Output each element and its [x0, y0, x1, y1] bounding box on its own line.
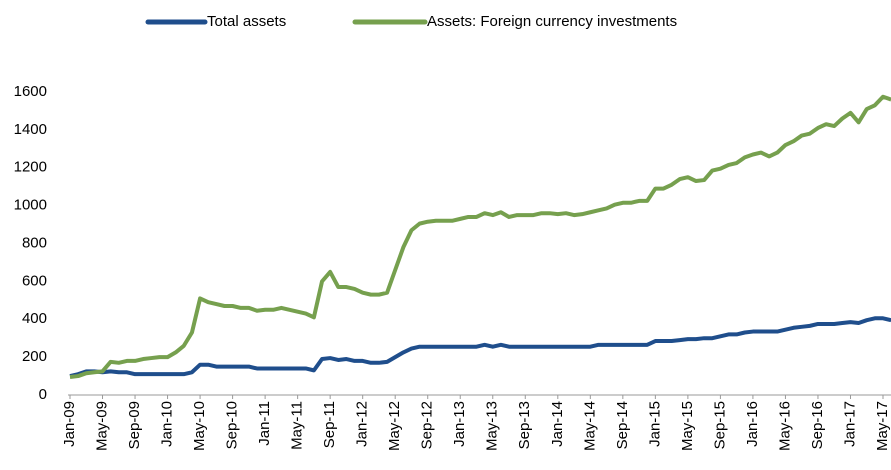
x-tick-label: Jan-10 — [159, 401, 176, 447]
x-tick-label: May-16 — [776, 401, 793, 451]
x-tick-label: Sep-14 — [614, 401, 631, 449]
x-tick-label: Jan-17 — [841, 401, 858, 447]
y-tick-label: 1200 — [14, 159, 47, 176]
x-tick-label: May-11 — [289, 401, 306, 450]
x-tick-label: Sep-10 — [224, 401, 241, 449]
x-tick-label: Sep-11 — [321, 401, 338, 448]
y-tick-label: 1000 — [14, 197, 47, 214]
x-tick-label: May-09 — [93, 401, 110, 451]
x-tick-label: Sep-12 — [419, 401, 436, 449]
x-tick-label: May-14 — [581, 401, 598, 451]
x-tick-label: May-13 — [484, 401, 501, 451]
x-tick-label: May-17 — [874, 401, 891, 451]
y-tick-label: 600 — [22, 272, 47, 289]
series-line — [69, 316, 891, 379]
x-tick-label: Jan-13 — [451, 401, 468, 447]
legend-label: Total assets — [207, 13, 286, 30]
legend-label: Assets: Foreign currency investments — [427, 13, 677, 30]
x-tick-label: Jan-12 — [354, 401, 371, 447]
x-tick-label: Jan-11 — [256, 401, 273, 446]
x-tick-label: Sep-09 — [126, 401, 143, 449]
y-tick-label: 800 — [22, 234, 47, 251]
x-tick-label: Sep-13 — [516, 401, 533, 449]
x-tick-label: Sep-15 — [711, 401, 728, 449]
x-tick-label: Jan-09 — [61, 401, 78, 447]
x-tick-label: May-10 — [191, 401, 208, 451]
x-tick-label: Jan-15 — [646, 401, 663, 447]
y-tick-label: 1600 — [14, 83, 47, 100]
y-tick-label: 400 — [22, 310, 47, 327]
y-tick-label: 1400 — [14, 121, 47, 138]
series-line — [69, 94, 891, 379]
x-tick-label: May-15 — [679, 401, 696, 451]
x-tick-label: Jan-16 — [744, 401, 761, 447]
x-tick-label: Sep-16 — [809, 401, 826, 449]
y-tick-label: 0 — [39, 386, 47, 403]
x-tick-label: Jan-14 — [549, 401, 566, 447]
x-tick-label: May-12 — [386, 401, 403, 451]
y-tick-label: 200 — [22, 348, 47, 365]
